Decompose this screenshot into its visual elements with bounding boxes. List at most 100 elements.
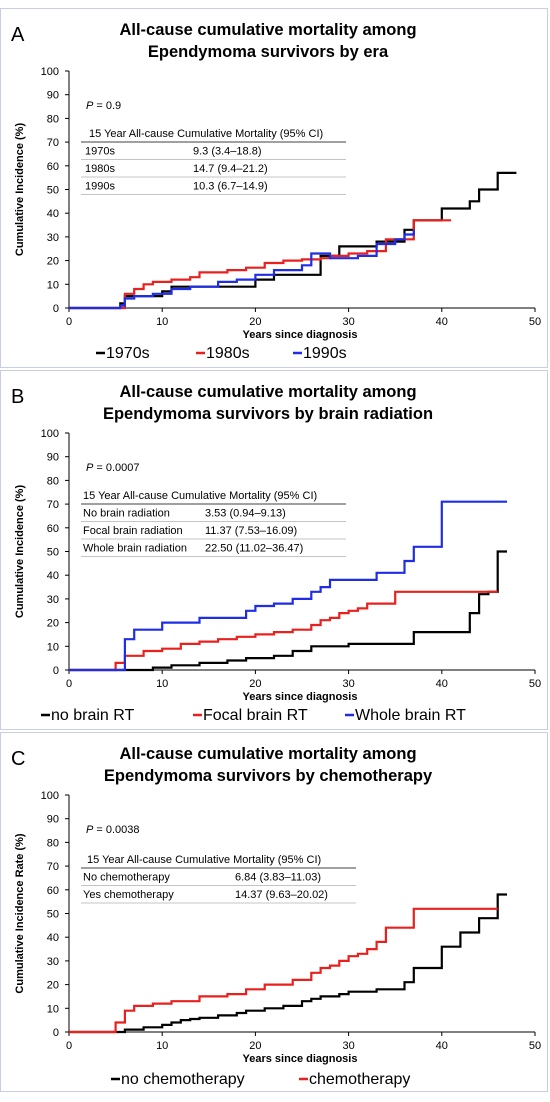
y-tick-label: 50 [47, 185, 59, 197]
x-axis-label: Years since diagnosis [243, 1053, 358, 1065]
y-tick-label: 50 [47, 547, 59, 559]
y-tick-label: 0 [53, 303, 59, 315]
y-tick-label: 60 [47, 885, 59, 897]
table-row-name: 1970s [85, 146, 115, 158]
table-row-name: No chemotherapy [83, 872, 170, 884]
panel-letter: A [11, 24, 25, 46]
y-tick-label: 20 [47, 256, 59, 268]
y-tick-label: 0 [53, 665, 59, 677]
y-axis-label: Cumulative Incidence (%) [14, 485, 26, 619]
panel-letter: C [11, 748, 25, 770]
chart-b: B All-cause cumulative mortality among Epe… [11, 383, 541, 724]
chart-c: C All-cause cumulative mortality among Epe… [11, 745, 541, 1088]
y-tick-label: 0 [53, 1027, 59, 1039]
y-tick-label: 40 [47, 570, 59, 582]
p-value-number: = 0.9 [93, 100, 121, 112]
p-value: P = 0.0038 [86, 824, 140, 836]
legend-label-3: Whole brain RT [355, 707, 466, 724]
chart-title-line-1: All-cause cumulative mortality among [119, 21, 416, 39]
y-tick-label: 10 [47, 641, 59, 653]
p-value: P = 0.9 [86, 100, 121, 112]
x-tick-label: 40 [436, 316, 448, 328]
x-tick-label: 30 [342, 678, 354, 690]
table-row-name: Whole brain radiation [83, 543, 187, 555]
x-tick-label: 10 [156, 678, 168, 690]
p-value-label: P [86, 462, 94, 474]
p-value-label: P [86, 100, 94, 112]
table-row-value: 14.7 (9.4–21.2) [193, 163, 268, 175]
x-tick-label: 30 [342, 1040, 354, 1052]
x-axis-label: Years since diagnosis [243, 691, 358, 703]
y-tick-label: 80 [47, 475, 59, 487]
panel-c: C All-cause cumulative mortality among Epe… [0, 732, 548, 1092]
table-header: 15 Year All-cause Cumulative Mortality (… [83, 490, 317, 502]
y-tick-label: 60 [47, 161, 59, 173]
chart-title-line-1: All-cause cumulative mortality among [119, 745, 416, 763]
series-line-1 [69, 550, 507, 672]
x-tick-label: 40 [436, 678, 448, 690]
y-tick-label: 90 [47, 814, 59, 826]
y-tick-label: 30 [47, 594, 59, 606]
x-tick-label: 20 [249, 678, 261, 690]
legend-label-1: 1970s [106, 345, 150, 362]
y-tick-label: 70 [47, 499, 59, 511]
table-row-name: No brain radiation [83, 508, 170, 520]
p-value-label: P [86, 824, 94, 836]
series-line-1 [69, 171, 517, 310]
y-tick-label: 100 [41, 66, 59, 78]
p-value-number: = 0.0007 [93, 462, 139, 474]
y-tick-label: 30 [47, 232, 59, 244]
y-tick-label: 30 [47, 956, 59, 968]
legend-label-1: no chemotherapy [121, 1071, 245, 1088]
y-axis-label: Cumulative Incidence (%) [14, 123, 26, 257]
table-row-value: 6.84 (3.83–11.03) [235, 872, 321, 884]
y-tick-label: 70 [47, 861, 59, 873]
y-tick-label: 80 [47, 113, 59, 125]
series-line-3 [69, 229, 415, 310]
x-tick-label: 50 [529, 678, 541, 690]
series-line-1 [69, 893, 507, 1034]
x-tick-label: 20 [249, 1040, 261, 1052]
chart-title-line-2: Ependymoma survivors by chemotherapy [104, 767, 433, 785]
legend-label-3: 1990s [303, 345, 347, 362]
y-tick-label: 60 [47, 523, 59, 535]
y-axis-label: Cumulative Incidence Rate (%) [14, 833, 26, 993]
y-tick-label: 100 [41, 790, 59, 802]
legend-label-2: Focal brain RT [203, 707, 308, 724]
x-axis-label: Years since diagnosis [243, 329, 358, 341]
legend-label-2: chemotherapy [309, 1071, 410, 1088]
panel-b: B All-cause cumulative mortality among Epe… [0, 370, 548, 730]
y-tick-label: 70 [47, 137, 59, 149]
y-tick-label: 40 [47, 208, 59, 220]
chart-title-line-1: All-cause cumulative mortality among [119, 383, 416, 401]
x-tick-label: 40 [436, 1040, 448, 1052]
table-row-value: 9.3 (3.4–18.8) [193, 146, 262, 158]
panel-letter: B [11, 386, 24, 408]
y-tick-label: 20 [47, 980, 59, 992]
legend-label-2: 1980s [206, 345, 250, 362]
legend-label-1: no brain RT [51, 707, 135, 724]
y-tick-label: 40 [47, 932, 59, 944]
table-row-value: 3.53 (0.94–9.13) [205, 508, 286, 520]
series-line-2 [69, 590, 498, 672]
table-row-value: 11.37 (7.53–16.09) [205, 525, 297, 537]
y-tick-label: 10 [47, 279, 59, 291]
series-line-2 [69, 219, 452, 310]
series-line-3 [69, 500, 507, 672]
table-row-name: 1990s [85, 181, 115, 193]
table-row-value: 10.3 (6.7–14.9) [193, 181, 268, 193]
chart-title-line-2: Ependymoma survivors by era [148, 43, 389, 61]
p-value: P = 0.0007 [86, 462, 140, 474]
x-tick-label: 50 [529, 316, 541, 328]
p-value-number: = 0.0038 [93, 824, 139, 836]
table-row-value: 22.50 (11.02–36.47) [205, 543, 303, 555]
y-tick-label: 50 [47, 909, 59, 921]
table-row-name: Focal brain radiation [83, 525, 183, 537]
y-tick-label: 90 [47, 452, 59, 464]
table-row-value: 14.37 (9.63–20.02) [235, 889, 328, 901]
table-header: 15 Year All-cause Cumulative Mortality (… [87, 854, 321, 866]
chart-a: A All-cause cumulative mortality among Epe… [11, 21, 541, 362]
x-tick-label: 0 [66, 678, 72, 690]
x-tick-label: 0 [66, 316, 72, 328]
x-tick-label: 50 [529, 1040, 541, 1052]
